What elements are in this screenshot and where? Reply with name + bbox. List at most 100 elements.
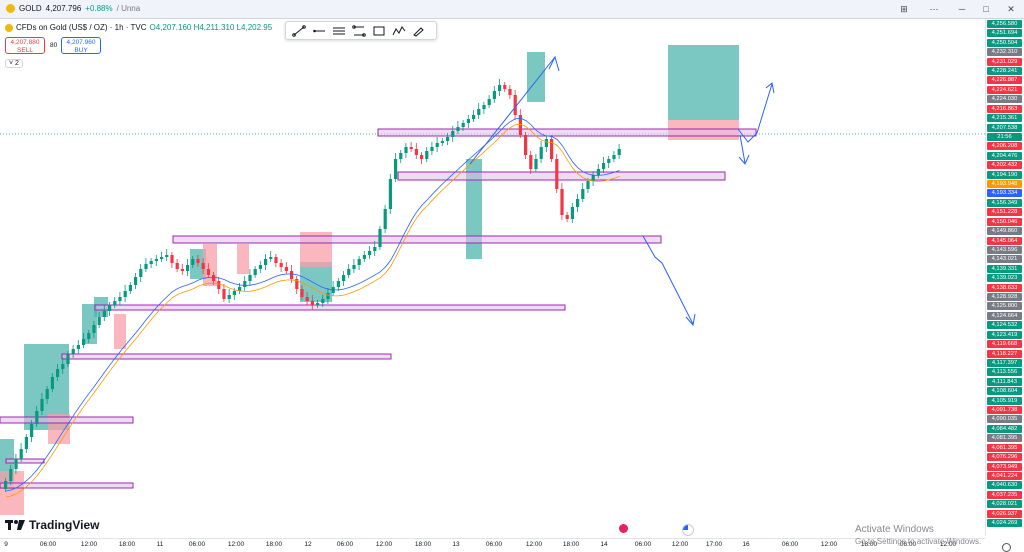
price-label: 4,150.046 xyxy=(987,217,1022,226)
candle-body xyxy=(144,264,148,269)
drawing-toolbar xyxy=(285,21,437,40)
candle-body xyxy=(617,149,621,155)
symbol-price: 4,207.796 xyxy=(45,4,82,13)
candle-body xyxy=(570,207,574,219)
indicators-toggle[interactable]: ˅ 2 xyxy=(5,59,23,68)
candle-body xyxy=(212,275,216,281)
candle-body xyxy=(576,199,580,207)
time-axis[interactable] xyxy=(0,538,985,552)
minimize-icon[interactable]: ─ xyxy=(958,4,966,14)
candle-body xyxy=(232,291,236,295)
menu-icon[interactable]: ⋯ xyxy=(929,4,939,14)
candle-body xyxy=(154,259,158,261)
projection-arrow xyxy=(642,235,694,325)
supply-demand-zone xyxy=(397,171,726,181)
price-label: 4,250.504 xyxy=(987,38,1022,47)
fib-retracement-icon[interactable] xyxy=(350,23,368,38)
time-label: 06:00 xyxy=(336,541,354,548)
tradingview-icon xyxy=(5,520,25,530)
candle-body xyxy=(326,293,330,299)
price-label: 4,139.023 xyxy=(987,274,1022,283)
time-label: 06:00 xyxy=(485,541,503,548)
time-label: 12:00 xyxy=(671,541,689,548)
candle-body xyxy=(394,159,398,179)
candle-body xyxy=(498,85,502,91)
projection-arrow xyxy=(739,134,746,164)
candle-body xyxy=(404,147,408,153)
candle-body xyxy=(92,325,96,333)
horizontal-ray-icon[interactable] xyxy=(310,23,328,38)
candle-body xyxy=(482,105,486,109)
gold-coin-icon xyxy=(6,4,15,13)
candle-body xyxy=(253,269,257,275)
rectangle-icon[interactable] xyxy=(370,23,388,38)
price-label: 4,224.030 xyxy=(987,95,1022,104)
candle-body xyxy=(87,333,91,339)
candle-body xyxy=(269,257,273,259)
candle-body xyxy=(529,155,533,169)
time-label: 12:00 xyxy=(227,541,245,548)
chart-legend[interactable]: CFDs on Gold (US$ / OZ) · 1h · TVC O4,20… xyxy=(5,23,272,32)
candle-body xyxy=(539,147,543,159)
candle-body xyxy=(118,297,122,301)
us-flag-icon[interactable] xyxy=(682,524,694,536)
symbol-header[interactable]: GOLD 4,207.796 +0.88% / Unna xyxy=(6,4,140,13)
candle-body xyxy=(274,257,278,263)
candle-body xyxy=(321,299,325,303)
supply-demand-zone xyxy=(0,482,134,489)
candle-body xyxy=(76,345,80,349)
order-block xyxy=(527,52,545,102)
close-icon[interactable]: ✕ xyxy=(1007,4,1015,14)
price-label: 4,113.556 xyxy=(987,368,1022,377)
candle-body xyxy=(342,275,346,281)
candle-body xyxy=(581,189,585,199)
price-label: 4,041.224 xyxy=(987,471,1022,480)
buy-button[interactable]: 4,207.960 BUY xyxy=(61,37,101,54)
candle-body xyxy=(383,209,387,229)
indicators-count: 2 xyxy=(15,60,19,67)
candle-body xyxy=(586,181,590,189)
candle-body xyxy=(24,437,28,449)
order-block xyxy=(668,45,739,120)
candle-body xyxy=(472,115,476,119)
price-label: 4,076.296 xyxy=(987,453,1022,462)
symbol-extra: / Unna xyxy=(116,4,141,13)
projection-arrow xyxy=(737,83,773,143)
maximize-icon[interactable]: □ xyxy=(983,4,989,14)
tradingview-logo[interactable]: TradingView xyxy=(5,518,99,532)
candle-body xyxy=(607,159,611,163)
sell-button[interactable]: 4,207.880 SELL xyxy=(5,37,45,54)
price-label: 4,138.633 xyxy=(987,283,1022,292)
candle-body xyxy=(399,153,403,159)
gold-symbol-icon xyxy=(5,23,13,32)
arrowhead xyxy=(738,154,750,165)
candle-body xyxy=(316,303,320,305)
price-label: 4,037.235 xyxy=(987,490,1022,499)
event-icon[interactable] xyxy=(619,524,628,533)
supply-demand-zone xyxy=(0,416,134,424)
price-label: 4,143.596 xyxy=(987,245,1022,254)
supply-demand-zone xyxy=(5,458,45,464)
trend-line-icon[interactable] xyxy=(290,23,308,38)
time-label: 06:00 xyxy=(634,541,652,548)
price-label: 4,117.397 xyxy=(987,358,1022,367)
price-chart[interactable] xyxy=(0,19,985,537)
candle-body xyxy=(368,251,372,255)
candle-body xyxy=(518,115,522,135)
time-label: 06:00 xyxy=(781,541,799,548)
legend-title: CFDs on Gold (US$ / OZ) · 1h · TVC xyxy=(16,23,147,32)
price-label: 4,193.948 xyxy=(987,180,1022,189)
candle-body xyxy=(477,109,481,115)
layout-icon[interactable]: ⊞ xyxy=(900,4,908,14)
candle-body xyxy=(61,364,65,369)
parallel-channel-icon[interactable] xyxy=(330,23,348,38)
candle-body xyxy=(264,259,268,265)
brush-icon[interactable] xyxy=(410,23,428,38)
candle-body xyxy=(373,247,377,251)
price-label: 4,128.928 xyxy=(987,293,1022,302)
time-label: 06:00 xyxy=(188,541,206,548)
arrowhead xyxy=(685,313,696,327)
candle-body xyxy=(113,301,117,305)
candle-body xyxy=(56,369,60,377)
path-icon[interactable] xyxy=(390,23,408,38)
